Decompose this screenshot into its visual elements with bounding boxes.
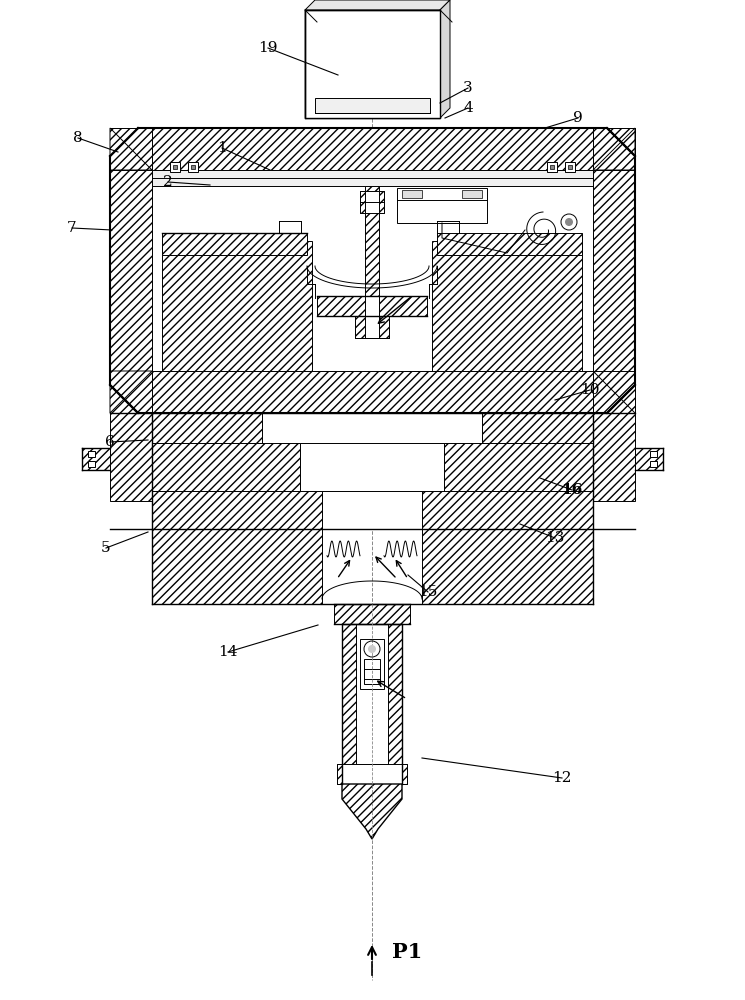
Polygon shape: [440, 0, 450, 118]
Bar: [152, 491, 322, 529]
Text: 1: 1: [217, 141, 227, 155]
Bar: [482, 413, 593, 443]
Text: 13: 13: [545, 531, 565, 545]
Bar: [305, 10, 440, 118]
Polygon shape: [110, 128, 152, 170]
Text: 12: 12: [552, 771, 571, 785]
Bar: [422, 491, 593, 529]
Bar: [397, 188, 487, 223]
Text: 6: 6: [105, 435, 115, 449]
Bar: [360, 639, 384, 689]
Bar: [550, 165, 554, 169]
Text: 4: 4: [463, 101, 473, 115]
Bar: [191, 165, 195, 169]
Bar: [110, 128, 152, 413]
Text: 7: 7: [67, 221, 77, 235]
Bar: [444, 443, 593, 491]
Bar: [402, 190, 422, 198]
Bar: [650, 451, 657, 457]
Polygon shape: [593, 128, 635, 170]
Bar: [152, 413, 262, 443]
Bar: [364, 659, 380, 684]
Bar: [170, 162, 180, 172]
Text: 16: 16: [562, 483, 583, 497]
Text: 10: 10: [580, 383, 600, 397]
Bar: [110, 413, 152, 501]
Bar: [422, 529, 593, 604]
Bar: [365, 296, 379, 316]
Bar: [593, 128, 635, 413]
Bar: [462, 190, 482, 198]
Bar: [305, 10, 440, 118]
Bar: [360, 191, 365, 213]
Bar: [437, 233, 582, 255]
Circle shape: [368, 645, 376, 653]
Bar: [337, 764, 342, 784]
Bar: [379, 316, 389, 338]
Polygon shape: [110, 128, 152, 170]
Polygon shape: [593, 371, 635, 413]
Text: 15: 15: [418, 585, 438, 599]
Circle shape: [565, 218, 573, 226]
Bar: [568, 165, 572, 169]
Bar: [300, 443, 444, 491]
Bar: [650, 461, 657, 467]
Bar: [565, 162, 575, 172]
Bar: [162, 241, 312, 371]
Text: 14: 14: [218, 645, 238, 659]
Bar: [162, 233, 307, 255]
Bar: [337, 764, 407, 784]
Polygon shape: [110, 371, 152, 413]
Polygon shape: [305, 0, 450, 10]
Bar: [402, 764, 407, 784]
Bar: [379, 191, 384, 213]
Bar: [355, 316, 365, 338]
Bar: [88, 451, 95, 457]
Text: 8: 8: [73, 131, 83, 145]
Bar: [152, 128, 593, 170]
Text: 9: 9: [573, 111, 583, 125]
Bar: [188, 162, 198, 172]
Bar: [379, 296, 427, 316]
Bar: [635, 448, 663, 470]
Polygon shape: [342, 784, 402, 839]
Text: 5: 5: [101, 541, 111, 555]
Text: 19: 19: [259, 41, 278, 55]
Text: 2: 2: [163, 175, 173, 189]
Bar: [593, 413, 635, 501]
Bar: [355, 316, 389, 338]
Polygon shape: [593, 128, 635, 170]
Bar: [152, 529, 322, 604]
Bar: [365, 186, 379, 331]
Bar: [173, 165, 177, 169]
Text: P1: P1: [392, 942, 422, 962]
Bar: [88, 461, 95, 467]
Bar: [152, 170, 593, 371]
Bar: [152, 371, 593, 413]
Bar: [432, 241, 582, 371]
Bar: [360, 191, 384, 213]
Bar: [334, 604, 410, 624]
Bar: [547, 162, 557, 172]
Bar: [262, 413, 482, 443]
Bar: [342, 624, 402, 784]
Bar: [82, 448, 110, 470]
Bar: [317, 296, 365, 316]
Bar: [152, 170, 593, 186]
Text: 3: 3: [463, 81, 473, 95]
Bar: [356, 624, 388, 764]
Bar: [315, 98, 430, 113]
Bar: [152, 443, 300, 491]
Bar: [322, 491, 422, 529]
